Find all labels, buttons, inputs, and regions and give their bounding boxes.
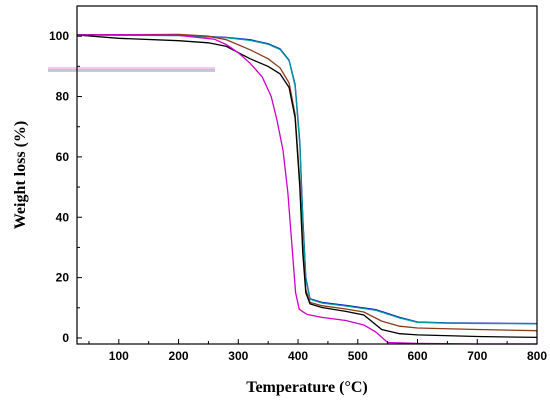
y-tick-label: 20 [56,271,70,285]
series-line-2 [76,34,538,325]
y-tick-label: 60 [56,150,70,164]
x-tick-label: 700 [467,349,487,363]
legend-ghost [48,67,215,72]
x-tick-label: 800 [527,349,547,363]
x-tick-label: 300 [228,349,248,363]
x-axis: 100 200 300 400 500 600 700 800 [88,339,547,363]
series-line-1 [76,34,538,325]
plot-series [76,33,538,345]
x-tick-label: 500 [348,349,368,363]
x-tick-label: 600 [408,349,428,363]
x-axis-title: Temperature (°C) [246,379,367,396]
y-tick-label: 80 [56,90,70,104]
y-tick-label: 0 [62,331,69,345]
y-axis-title: Weight loss (%) [12,121,29,229]
y-axis: 0 20 40 60 80 100 [49,29,82,345]
y-tick-label: 100 [49,29,69,43]
x-tick-label: 400 [288,349,308,363]
series-line-4 [76,34,538,339]
plot-frame [76,5,538,345]
series-line-5 [76,34,537,345]
x-tick-label: 200 [169,349,189,363]
y-tick-label: 40 [56,210,70,224]
x-tick-label: 100 [109,349,129,363]
